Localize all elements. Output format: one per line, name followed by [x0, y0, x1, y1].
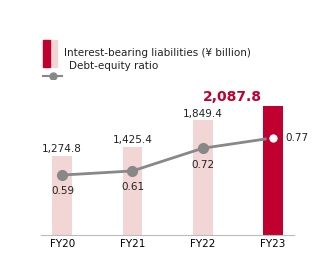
Text: 1,274.8: 1,274.8: [42, 144, 82, 154]
Bar: [50, 40, 57, 67]
Text: 1,849.4: 1,849.4: [183, 109, 223, 119]
Bar: [52, 156, 72, 235]
Bar: [123, 147, 142, 235]
Text: 1,425.4: 1,425.4: [112, 135, 152, 145]
Text: 2,087.8: 2,087.8: [203, 90, 262, 104]
Text: Interest-bearing liabilities (¥ billion): Interest-bearing liabilities (¥ billion): [64, 49, 250, 58]
Text: Debt-equity ratio: Debt-equity ratio: [69, 60, 158, 70]
Text: (times): (times): [69, 82, 106, 92]
Text: 0.61: 0.61: [121, 182, 144, 192]
Bar: [193, 120, 213, 235]
Text: 0.72: 0.72: [191, 159, 214, 169]
Bar: [43, 40, 50, 67]
Text: 0.77: 0.77: [285, 133, 308, 143]
Text: 0.59: 0.59: [52, 186, 75, 196]
Bar: [263, 106, 283, 235]
